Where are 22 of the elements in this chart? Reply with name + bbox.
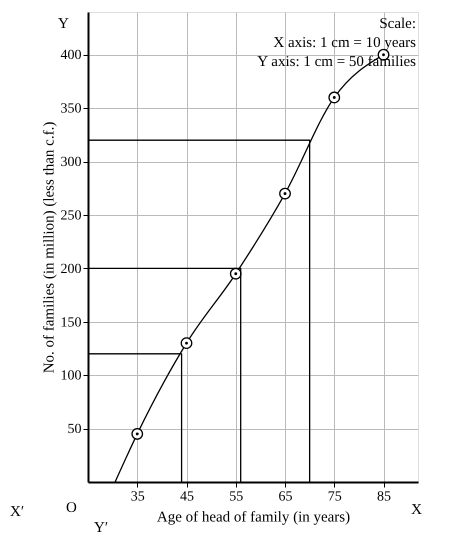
y-tick-label: 400: [60, 48, 82, 64]
y-tick-label: 200: [60, 262, 82, 277]
y-tick-label: 250: [60, 208, 82, 224]
x-tick-label: 75: [328, 490, 342, 504]
y-tick-label: 350: [60, 102, 82, 117]
x-axis-title: Age of head of family (in years): [156, 510, 350, 526]
y-tick-label: 150: [60, 315, 82, 330]
text: Y: [58, 16, 69, 32]
x-tick-label: 55: [229, 490, 244, 504]
y-axis-title: No. of families (in million) (less than c.f.): [42, 122, 58, 374]
x-tick-label: 35: [130, 490, 145, 504]
annotation: Scale: X axis: 1 cm = 10 years Y axis: 1 cm = 50 families: [257, 16, 416, 70]
y-tick-label: 300: [60, 155, 82, 170]
x-tick-label: 85: [377, 490, 392, 504]
x-tick-label: 45: [180, 490, 194, 504]
text: Y′: [94, 520, 108, 536]
text: O: [66, 500, 77, 516]
y-tick-label: 50: [68, 422, 82, 438]
y-tick-label: 100: [60, 368, 82, 384]
text: X: [411, 502, 422, 518]
text: X′: [10, 504, 24, 520]
x-tick-label: 65: [278, 490, 293, 504]
